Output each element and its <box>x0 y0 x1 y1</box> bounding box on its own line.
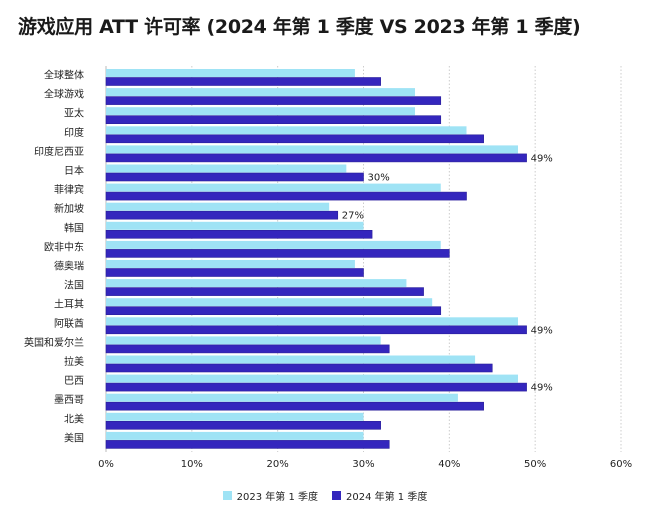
x-tick-label: 30% <box>352 459 374 470</box>
bar-2024 <box>105 382 527 392</box>
bar-2023 <box>106 69 355 77</box>
category-label: 印度 <box>64 126 84 139</box>
bar-2023 <box>106 279 407 288</box>
bar-2024 <box>105 420 381 430</box>
bar-2023 <box>106 355 476 364</box>
bar-2024 <box>105 287 424 296</box>
bar-2023 <box>106 221 364 230</box>
category-label: 印度尼西亚 <box>34 145 84 158</box>
data-label: 49% <box>531 383 553 394</box>
bar-2024 <box>105 249 450 258</box>
category-label: 拉美 <box>64 355 84 368</box>
bar-2024 <box>105 210 339 220</box>
category-label: 巴西 <box>64 375 84 387</box>
bar-2024 <box>105 115 442 124</box>
category-label: 美国 <box>64 431 84 444</box>
legend-item-2023: 2023 年第 1 季度 <box>222 488 318 503</box>
category-label: 英国和爱尔兰 <box>24 336 84 349</box>
category-label: 亚太 <box>64 107 84 120</box>
category-label: 韩国 <box>64 221 84 234</box>
bar-2023 <box>106 240 441 249</box>
bar-2023 <box>106 126 467 135</box>
bar-2024 <box>105 268 364 277</box>
bar-2024 <box>105 77 381 86</box>
category-label: 菲律宾 <box>54 183 84 196</box>
bar-2023 <box>106 336 381 345</box>
bar-2024 <box>105 191 467 201</box>
category-label: 土耳其 <box>54 298 84 311</box>
legend-label-2024: 2024 年第 1 季度 <box>346 492 428 503</box>
bar-2023 <box>106 164 347 173</box>
bar-2023 <box>106 183 441 192</box>
bar-2023 <box>106 431 364 440</box>
legend-swatch-2024 <box>332 491 341 500</box>
category-label: 全球游戏 <box>44 88 84 101</box>
bar-2023 <box>106 317 518 326</box>
category-label: 德奥瑞 <box>54 260 84 273</box>
bar-2024 <box>105 230 373 239</box>
data-label: 30% <box>368 173 390 184</box>
category-label: 全球整体 <box>44 69 84 82</box>
x-tick-label: 10% <box>181 459 203 470</box>
category-label: 阿联酋 <box>54 317 84 330</box>
bar-2024 <box>105 344 390 354</box>
category-label: 法国 <box>64 279 84 292</box>
bar-2024 <box>105 440 390 449</box>
bar-2023 <box>106 202 330 211</box>
legend-label-2023: 2023 年第 1 季度 <box>236 492 318 503</box>
legend-swatch-2023 <box>222 491 232 500</box>
data-label: 27% <box>342 211 364 222</box>
category-label: 北美 <box>64 412 84 425</box>
bar-2024 <box>105 325 527 335</box>
bar-2023 <box>106 412 364 421</box>
x-tick-label: 0% <box>98 459 114 470</box>
bar-2024 <box>105 401 484 411</box>
bar-2024 <box>105 96 442 105</box>
bar-2023 <box>106 374 518 383</box>
bar-2023 <box>106 145 518 154</box>
legend: 2023 年第 1 季度 2024 年第 1 季度 <box>0 488 650 503</box>
category-label: 欧非中东 <box>44 240 84 253</box>
bar-2023 <box>106 107 415 116</box>
x-tick-label: 60% <box>610 459 632 470</box>
category-label: 墨西哥 <box>54 394 84 406</box>
chart-title: 游戏应用 ATT 许可率 (2024 年第 1 季度 VS 2023 年第 1 … <box>18 16 581 38</box>
category-label: 日本 <box>64 164 84 177</box>
data-label: 49% <box>531 153 553 164</box>
bar-2023 <box>106 88 415 97</box>
bar-2023 <box>106 393 458 402</box>
bar-2024 <box>105 153 527 163</box>
x-tick-label: 20% <box>267 459 289 470</box>
bar-2023 <box>106 298 433 307</box>
bar-2024 <box>105 363 493 373</box>
x-tick-label: 40% <box>438 459 460 470</box>
data-label: 49% <box>531 325 553 336</box>
bar-2024 <box>105 134 484 144</box>
bar-2023 <box>106 260 355 268</box>
bar-2024 <box>105 306 442 316</box>
x-tick-label: 50% <box>524 459 546 470</box>
category-label: 新加坡 <box>54 202 84 215</box>
bar-2024 <box>105 172 364 182</box>
legend-item-2024: 2024 年第 1 季度 <box>332 488 427 503</box>
